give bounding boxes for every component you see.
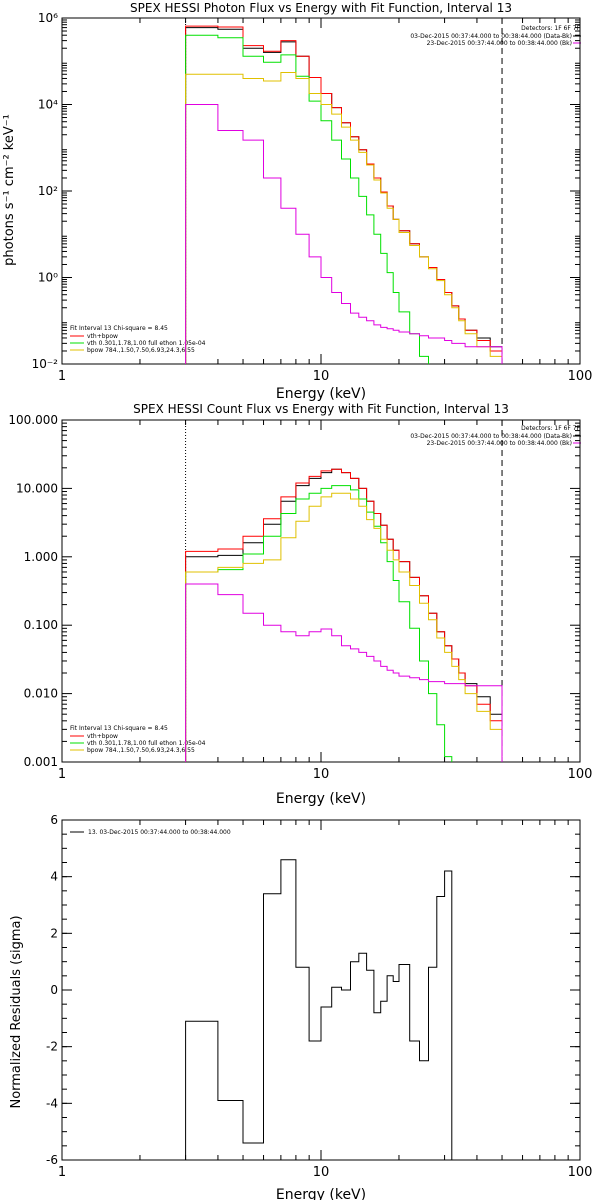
count-flux-detectors: Detectors: 1F 6F 7F: [521, 425, 580, 432]
photon-flux-time-label-bk: 23-Dec-2015 00:37:44.000 to 00:38:44.000…: [427, 40, 572, 47]
count-flux-panel: SPEX HESSI Count Flux vs Energy with Fit…: [8, 402, 592, 807]
residuals-series-13-03-dec-2015-00-37-44-000-to-00-38-44-000: [185, 859, 453, 1160]
count-flux-time-label-data: 03-Dec-2015 00:37:44.000 to 00:38:44.000…: [410, 433, 572, 440]
photon-flux-y-axis-label: photons s⁻¹ cm⁻² keV⁻¹: [2, 114, 17, 266]
photon-flux-legend-vth: vth 0.301,1.78,1.00 full ethon 1.05e-04: [87, 340, 206, 347]
photon-flux-x-axis-label: Energy (keV): [276, 386, 366, 402]
photon-flux-legend-bpow: bpow 784.,1.50,7.50,6.93,24.3,6.55: [87, 347, 195, 354]
count-flux-legend-fit: Fit Interval 13 Chi-square = 8.45: [70, 725, 168, 732]
count-flux-series-bk: [185, 583, 503, 762]
count-flux-title: SPEX HESSI Count Flux vs Energy with Fit…: [133, 402, 509, 416]
photon-flux-x-tick-label: 1: [58, 369, 66, 384]
residuals-series-group: [185, 859, 453, 1160]
residuals-legend-label: 13. 03-Dec-2015 00:37:44.000 to 00:38:44…: [88, 829, 231, 836]
residuals-y-axis-label: Normalized Residuals (sigma): [9, 915, 24, 1108]
count-flux-series-vth: [185, 485, 453, 762]
photon-flux-series-vth-bpow: [185, 25, 503, 364]
count-flux-legend-bpow: bpow 784.,1.50,7.50,6.93,24.3,6.55: [87, 747, 195, 754]
photon-flux-legend-model: vth+bpow: [87, 333, 118, 340]
photon-flux-x-tick-label: 10: [313, 369, 330, 384]
residuals-y-tick-label: -2: [46, 1040, 58, 1054]
photon-flux-series-group: [185, 25, 503, 364]
residuals-y-tick-label: 2: [50, 926, 58, 940]
photon-flux-y-tick-label: 10⁶: [38, 11, 58, 25]
residuals-x-axis-label: Energy (keV): [276, 1187, 366, 1200]
photon-flux-y-tick-label: 10²: [38, 184, 58, 198]
count-flux-time-label-bk: 23-Dec-2015 00:37:44.000 to 00:38:44.000…: [427, 440, 572, 447]
count-flux-x-axis-label: Energy (keV): [276, 791, 366, 807]
residuals-plot-frame: [61, 819, 581, 1161]
residuals-panel: 13. 03-Dec-2015 00:37:44.000 to 00:38:44…: [9, 813, 592, 1200]
count-flux-x-tick-label: 100: [568, 767, 593, 782]
count-flux-y-tick-label: 10.000: [16, 481, 58, 495]
count-flux-series-bpow: [185, 492, 503, 762]
photon-flux-detectors: Detectors: 1F 6F 7F: [521, 25, 580, 32]
residuals-x-tick-label: 1: [58, 1165, 66, 1180]
count-flux-series-vth-bpow: [185, 468, 503, 762]
residuals-y-tick-label: -4: [46, 1096, 58, 1110]
residuals-y-tick-label: 0: [50, 983, 58, 997]
count-flux-series-data-bk: [185, 468, 503, 762]
residuals-y-tick-label: 4: [50, 870, 58, 884]
photon-flux-time-label-data: 03-Dec-2015 00:37:44.000 to 00:38:44.000…: [410, 33, 572, 40]
photon-flux-x-tick-label: 100: [568, 369, 593, 384]
residuals-x-tick-label: 10: [313, 1165, 330, 1180]
residuals-x-tick-label: 100: [568, 1165, 593, 1180]
count-flux-y-tick-label: 0.001: [24, 755, 58, 769]
photon-flux-legend-fit: Fit Interval 13 Chi-square = 8.45: [70, 325, 168, 332]
photon-flux-panel: SPEX HESSI Photon Flux vs Energy with Fi…: [2, 1, 592, 402]
count-flux-legend-model: vth+bpow: [87, 733, 118, 740]
count-flux-y-tick-label: 100.000: [8, 413, 58, 427]
residuals-y-tick-label: 6: [50, 813, 58, 827]
count-flux-series-group: [185, 468, 503, 762]
photon-flux-series-vth: [185, 34, 429, 364]
photon-flux-y-tick-label: 10⁴: [38, 98, 58, 112]
photon-flux-series-data-bk: [185, 27, 503, 364]
count-flux-y-tick-label: 1.000: [24, 550, 58, 564]
count-flux-y-tick-label: 0.100: [24, 618, 58, 632]
photon-flux-series-bk: [185, 104, 503, 364]
photon-flux-y-tick-label: 10⁻²: [32, 357, 59, 371]
photon-flux-title: SPEX HESSI Photon Flux vs Energy with Fi…: [130, 1, 512, 15]
count-flux-y-tick-label: 0.010: [24, 687, 58, 701]
count-flux-x-tick-label: 1: [58, 767, 66, 782]
photon-flux-series-bpow: [185, 72, 503, 364]
count-flux-x-tick-label: 10: [313, 767, 330, 782]
residuals-y-tick-label: -6: [46, 1153, 58, 1167]
count-flux-legend-vth: vth 0.301,1.78,1.00 full ethon 1.05e-04: [87, 740, 206, 747]
photon-flux-y-tick-label: 10⁰: [38, 271, 58, 285]
